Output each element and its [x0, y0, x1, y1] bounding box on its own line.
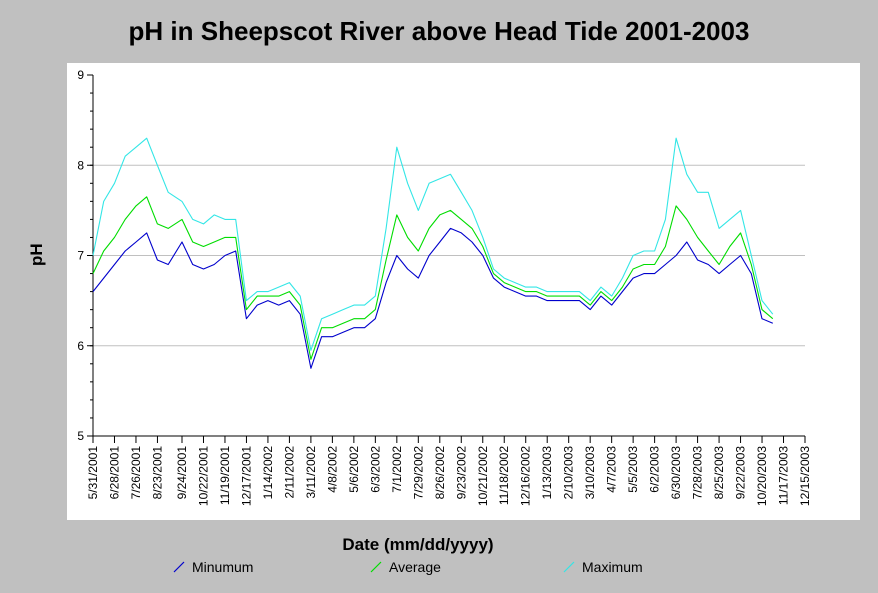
x-tick-label: 2/11/2002	[282, 446, 296, 499]
series-line-average	[92, 196, 774, 360]
x-tick-label: 9/22/2003	[734, 446, 748, 500]
x-tick-label: 7/26/2001	[129, 446, 143, 500]
plot-panel: 5 6 7 8 9 5/31/2001 6/28/2001 7/26/2001 8/23/200…	[67, 63, 860, 520]
x-tick-label: 7/28/2003	[691, 446, 705, 500]
x-tick-label: 5/5/2003	[626, 446, 640, 493]
legend-line-icon	[370, 561, 382, 573]
x-tick-label: 12/16/2002	[519, 446, 533, 506]
x-tick-label: 5/31/2001	[86, 446, 100, 500]
legend-item-minumum: Minumum	[172, 558, 253, 576]
y-axis-label: pH	[27, 243, 46, 266]
x-tick-label: 8/23/2001	[150, 446, 164, 500]
x-tick-label: 5/6/2002	[347, 446, 361, 493]
x-tick-label: 10/21/2002	[476, 446, 490, 506]
y-tick-label: 8	[77, 158, 84, 172]
x-tick-label: 2/10/2003	[562, 446, 576, 500]
x-tick-label: 3/10/2003	[583, 446, 597, 500]
x-tick-label: 6/30/2003	[669, 446, 683, 500]
chart-title: pH in Sheepscot River above Head Tide 20…	[128, 16, 750, 46]
legend-item-average: Average	[369, 558, 441, 576]
x-tick-label: 9/23/2002	[454, 446, 468, 500]
series-line-maximum	[92, 137, 774, 351]
y-tick-label: 6	[77, 339, 84, 353]
x-tick-label: 1/13/2003	[540, 446, 554, 500]
legend-label: Minumum	[192, 559, 254, 575]
y-tick-label: 7	[77, 249, 84, 263]
legend-line-icon	[173, 561, 185, 573]
x-tick-label: 11/18/2002	[497, 446, 511, 505]
series-line-minumum	[92, 227, 774, 369]
y-tick-label: 9	[77, 68, 84, 82]
x-tick-label: 1/14/2002	[261, 446, 275, 500]
x-tick-label: 8/26/2002	[433, 446, 447, 500]
y-tick-label: 5	[77, 429, 84, 443]
x-tick-label: 10/22/2001	[196, 446, 210, 506]
x-tick-label: 9/24/2001	[175, 446, 189, 500]
x-tick-label: 4/7/2003	[605, 446, 619, 493]
x-tick-label: 6/3/2002	[368, 446, 382, 493]
legend-label: Average	[389, 559, 441, 575]
x-tick-label: 7/29/2002	[411, 446, 425, 500]
x-tick-label: 6/2/2003	[648, 446, 662, 493]
x-tick-label: 12/15/2003	[798, 446, 812, 506]
x-tick-label: 12/17/2001	[239, 446, 253, 506]
x-axis-label: Date (mm/dd/yyyy)	[342, 535, 494, 554]
legend-item-maximum: Maximum	[562, 558, 643, 576]
x-tick-label: 7/1/2002	[390, 446, 404, 493]
x-tick-label: 11/17/2003	[777, 446, 791, 505]
legend-label: Maximum	[582, 559, 643, 575]
x-tick-label: 10/20/2003	[755, 446, 769, 506]
x-tick-label: 8/25/2003	[712, 446, 726, 500]
x-tick-label: 4/8/2002	[325, 446, 339, 493]
x-tick-label: 6/28/2001	[107, 446, 121, 500]
chart-svg: 5 6 7 8 9 5/31/2001 6/28/2001 7/26/2001 8/23/200…	[77, 68, 812, 506]
x-tick-label: 3/11/2002	[304, 446, 318, 499]
legend-line-icon	[563, 561, 575, 573]
x-tick-label: 11/19/2001	[218, 446, 232, 505]
